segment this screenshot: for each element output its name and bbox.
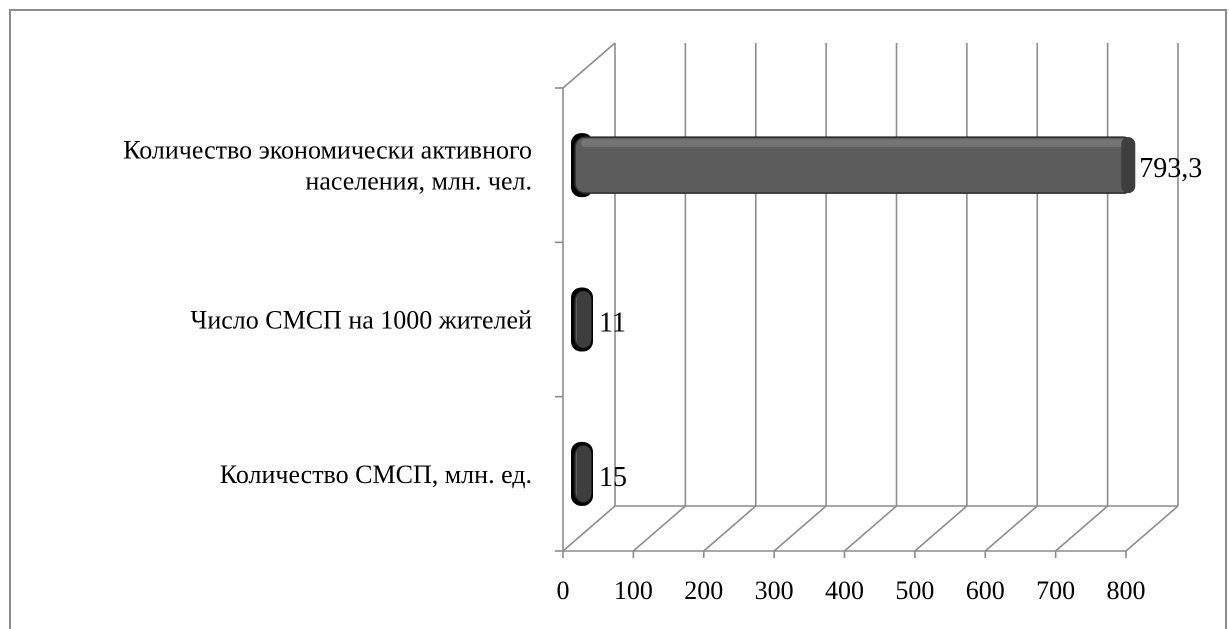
data-labels: 793,3 11 15 [599,153,1202,493]
x-tick-label: 500 [895,576,934,605]
y-axis-labels: Количество экономически активного населен… [123,136,532,489]
gridline-floor [843,505,898,552]
category-label-line: населения, млн. чел. [305,167,532,196]
x-tick-label: 600 [966,576,1005,605]
bar-2 [571,287,593,352]
gridline-floor [1125,505,1179,552]
gridline-floor [1055,505,1109,552]
x-tick-label: 800 [1107,576,1146,605]
x-tick-label: 700 [1036,576,1075,605]
bar-highlight [581,139,1128,148]
bars [571,133,1136,506]
side-wall-top-edge [562,42,616,89]
gridlines [562,43,1179,558]
category-label: Количество экономически активного населен… [123,136,532,196]
chart-walls [555,42,1178,552]
category-label-line: Число СМСП на 1000 жителей [190,306,532,335]
category-label: Количество СМСП, млн. ед. [220,460,532,489]
category-label-line: Количество СМСП, млн. ед. [220,460,532,489]
gridline-floor [914,505,968,552]
x-tick-label: 400 [825,576,864,605]
bar-1 [571,133,1136,198]
bar-end-cap [577,445,591,502]
bar-end-cap [1121,137,1136,194]
x-axis-ticks: 0 100 200 300 400 500 600 700 800 [557,576,1146,605]
x-tick-label: 100 [614,576,653,605]
gridline-floor [703,505,757,552]
bar-end-cap [577,291,591,348]
chart-frame [9,9,1227,629]
x-tick-label: 300 [755,576,794,605]
x-tick-label: 0 [557,576,570,605]
bar-3 [571,441,593,506]
gridline-floor [562,505,616,552]
data-label: 793,3 [1139,153,1202,184]
data-label: 11 [599,308,626,339]
category-label-line: Количество экономически активного [123,136,532,165]
gridline-floor [773,505,827,552]
gridline-floor [632,505,686,552]
gridline-floor [984,505,1038,552]
category-label: Число СМСП на 1000 жителей [190,306,532,335]
x-tick-label: 200 [684,576,723,605]
data-label: 15 [599,462,627,493]
